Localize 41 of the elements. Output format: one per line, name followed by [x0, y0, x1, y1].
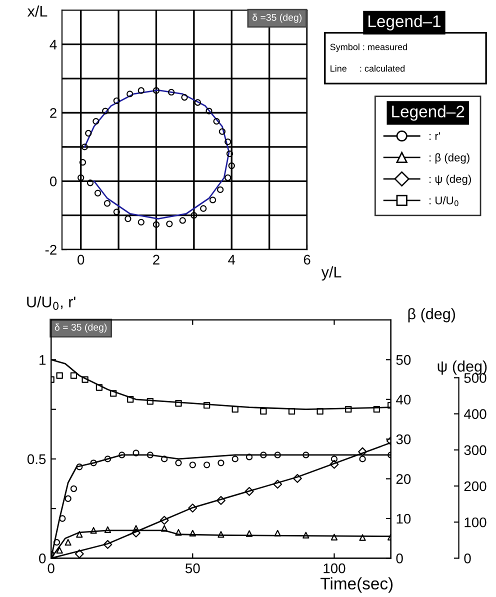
x-tick-label: 50: [185, 563, 200, 574]
y-tick-label: 0: [50, 176, 57, 186]
x-tick-label: 6: [304, 254, 310, 265]
y2-tick-label: 20: [396, 474, 411, 484]
y3-tick-label: 300: [464, 445, 486, 456]
y3-tick-label: 100: [464, 517, 486, 528]
x-tick-label: 2: [153, 254, 160, 264]
annotation: δ = 35 (deg): [54, 324, 107, 333]
text: Symbol : measured: [330, 44, 408, 52]
legend-label: : ψ (deg): [430, 174, 471, 186]
y-tick-label: 1: [40, 355, 46, 365]
y2-tick-label: 50: [396, 355, 411, 365]
y-tick-label: 4: [50, 40, 57, 50]
text: Legend–1: [368, 14, 441, 30]
y3-axis-title: ψ (deg): [438, 360, 487, 375]
y-tick-label: 2: [50, 108, 56, 118]
x-axis-title: y/L: [321, 266, 342, 281]
y2-tick-label: 30: [396, 434, 411, 444]
y3-tick-label: 400: [464, 409, 486, 419]
x-tick-label: 0: [78, 254, 84, 265]
y2-tick-label: 0: [396, 554, 403, 564]
y-tick-label: 0: [39, 554, 46, 564]
y-tick-label: 0.5: [27, 454, 46, 464]
y2-tick-label: 10: [396, 514, 411, 524]
y-axis-title: U/U$_{0}$, r': [27, 296, 76, 310]
legend-label: : β (deg): [430, 153, 470, 164]
y3-tick-label: 0: [464, 554, 471, 564]
y2-tick-label: 40: [396, 394, 411, 405]
y-axis-title: x/L: [27, 5, 48, 17]
legend-label: : U/U$_{0}$: [430, 196, 458, 206]
y2-axis-title: β (deg): [408, 308, 456, 322]
legend-label: : r': [430, 132, 440, 140]
legend-title: Legend–2: [392, 105, 464, 121]
y3-tick-label: 200: [464, 481, 486, 492]
text: Line : calculated: [330, 65, 405, 72]
x-tick-label: 4: [228, 254, 236, 264]
annotation: δ =35 (deg): [252, 14, 302, 23]
y3-tick-label: 500: [464, 373, 486, 383]
x-axis-title: Time(sec): [320, 577, 393, 593]
y-tick-label: -2: [45, 244, 56, 255]
x-tick-label: 100: [324, 563, 346, 574]
